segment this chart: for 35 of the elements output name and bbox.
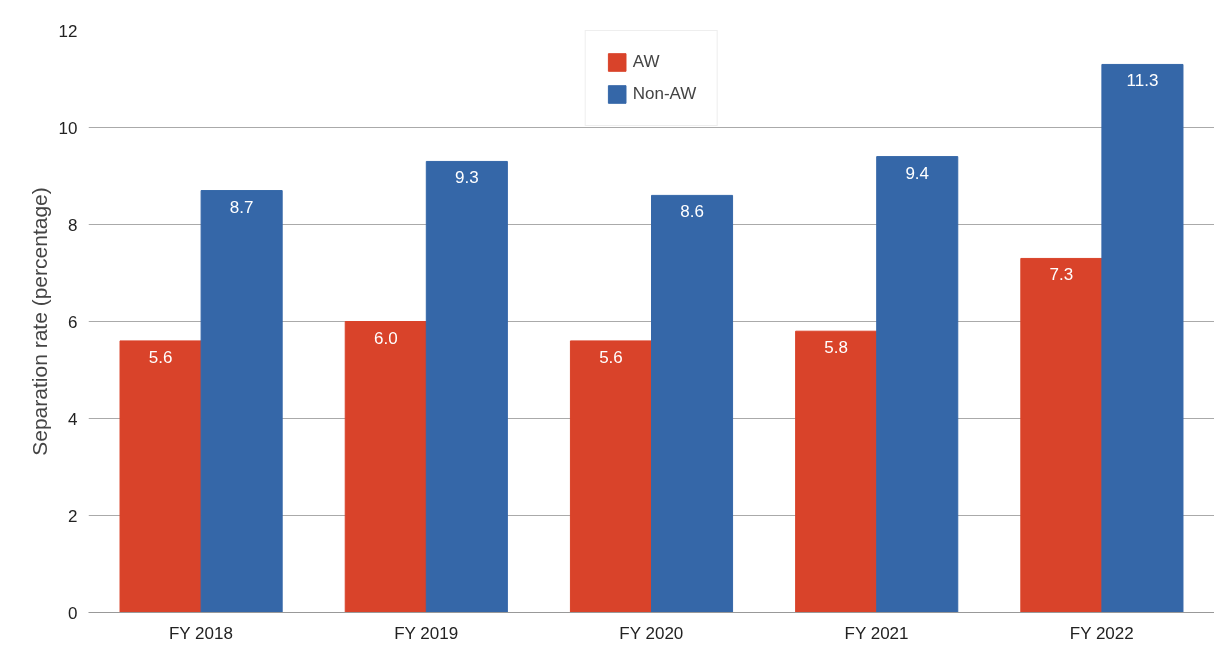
legend-label: Non-AW [632,84,697,104]
bar [1101,63,1184,613]
y-tick-label: 12 [58,21,78,41]
y-tick-label: 0 [68,603,78,623]
data-label: 11.3 [1126,71,1159,91]
y-tick-label: 8 [68,215,78,235]
x-tick-label: FY 2022 [1069,623,1134,643]
data-label: 9.3 [455,168,479,188]
data-label: 6.0 [373,328,398,348]
bar [200,190,283,613]
bar [876,156,959,613]
x-tick-label: FY 2020 [619,623,684,643]
x-tick-label: FY 2019 [394,623,459,643]
x-tick-label: FY 2021 [844,623,909,643]
data-label: 9.4 [905,163,930,183]
y-tick-label: 4 [68,409,78,429]
data-label: 8.7 [229,197,254,217]
y-axis-title: Separation rate (percentage) [27,187,51,456]
data-label: 5.8 [824,338,848,358]
y-tick-label: 2 [68,506,78,526]
bar [651,194,734,613]
bar [1020,257,1103,613]
data-label: 7.3 [1049,265,1074,285]
legend-label: AW [632,52,660,72]
data-label: 5.6 [599,347,623,367]
data-label: 8.6 [680,202,704,222]
bar [425,160,508,613]
bar [795,330,878,613]
bar [119,340,202,613]
bar [569,340,652,613]
y-tick-label: 10 [58,118,78,138]
x-tick-label: FY 2018 [168,623,233,643]
data-label: 5.6 [148,347,173,367]
bar [344,321,427,613]
y-tick-label: 6 [68,312,78,332]
